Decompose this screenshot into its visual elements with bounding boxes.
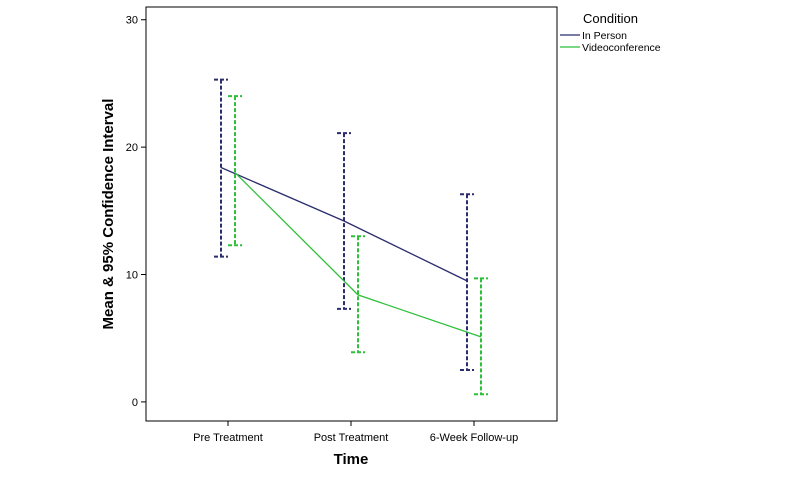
y-axis-title: Mean & 95% Confidence Interval bbox=[100, 99, 117, 330]
y-tick-label: 20 bbox=[126, 142, 138, 154]
series-line bbox=[220, 166, 468, 282]
series-videoconference bbox=[228, 95, 488, 396]
x-axis: Pre Treatment Post Treatment 6-Week Follow… bbox=[193, 421, 518, 444]
y-tick-label: 0 bbox=[132, 397, 138, 409]
legend-title: Condition bbox=[583, 11, 638, 26]
y-axis: 0 10 20 30 bbox=[126, 15, 146, 409]
series-line bbox=[234, 172, 482, 338]
legend-label: In Person bbox=[582, 30, 627, 42]
y-tick-label: 10 bbox=[126, 270, 138, 282]
x-tick-label: Pre Treatment bbox=[193, 432, 263, 444]
x-axis-title: Time bbox=[334, 451, 369, 468]
x-tick-label: 6-Week Follow-up bbox=[430, 432, 518, 444]
y-tick-label: 30 bbox=[126, 15, 138, 27]
x-tick-label: Post Treatment bbox=[314, 432, 389, 444]
series-layer bbox=[214, 78, 488, 396]
plot-frame bbox=[145, 6, 558, 422]
legend-label: Videoconference bbox=[582, 42, 661, 54]
series-in-person bbox=[214, 78, 474, 372]
